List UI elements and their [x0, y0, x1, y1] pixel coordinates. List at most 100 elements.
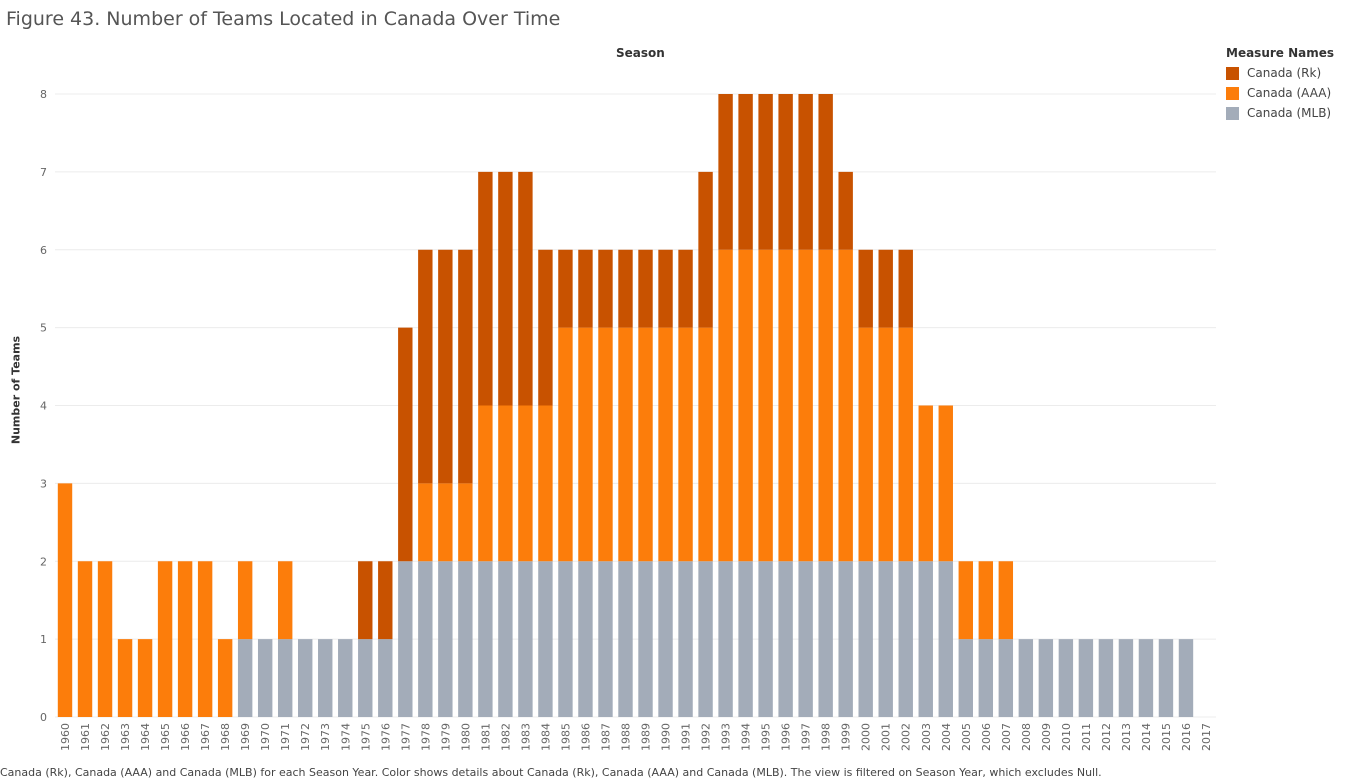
bar-canada-mlb-2008[interactable]: [1018, 639, 1034, 717]
bar-canada-mlb-1998[interactable]: [818, 561, 833, 717]
bar-canada-aaa-1995[interactable]: [758, 249, 773, 562]
bar-canada-mlb-1987[interactable]: [598, 561, 613, 717]
bar-canada-mlb-2007[interactable]: [998, 639, 1014, 717]
bar-canada-rk-1983[interactable]: [518, 171, 533, 406]
bar-canada-rk-1977[interactable]: [398, 327, 413, 562]
bar-canada-mlb-2012[interactable]: [1098, 639, 1114, 717]
bar-canada-aaa-1993[interactable]: [718, 249, 733, 562]
bar-canada-aaa-1983[interactable]: [518, 405, 533, 562]
bar-canada-aaa-1969[interactable]: [237, 561, 253, 640]
bar-canada-aaa-2005[interactable]: [958, 561, 973, 640]
bar-canada-mlb-2006[interactable]: [978, 639, 994, 717]
bar-canada-mlb-2005[interactable]: [958, 639, 973, 717]
bar-canada-mlb-2001[interactable]: [878, 561, 893, 717]
bar-canada-aaa-2006[interactable]: [978, 561, 994, 640]
bar-canada-aaa-1962[interactable]: [97, 561, 113, 717]
bar-canada-mlb-2003[interactable]: [918, 561, 933, 717]
bar-canada-rk-1987[interactable]: [598, 249, 613, 328]
bar-canada-mlb-1993[interactable]: [718, 561, 733, 717]
bar-canada-mlb-2016[interactable]: [1178, 639, 1194, 717]
bar-canada-mlb-1994[interactable]: [738, 561, 753, 717]
bar-canada-aaa-1981[interactable]: [478, 405, 493, 562]
bar-canada-aaa-1961[interactable]: [77, 561, 93, 717]
bar-canada-mlb-1990[interactable]: [658, 561, 673, 717]
bar-canada-aaa-1997[interactable]: [798, 249, 813, 562]
bar-canada-mlb-2000[interactable]: [858, 561, 873, 717]
bar-canada-rk-1986[interactable]: [578, 249, 593, 328]
bar-canada-aaa-1991[interactable]: [678, 327, 693, 562]
legend-item-aaa[interactable]: Canada (AAA): [1226, 83, 1334, 103]
bar-canada-aaa-1984[interactable]: [538, 405, 553, 562]
bar-canada-rk-1978[interactable]: [418, 249, 433, 484]
bar-canada-mlb-1972[interactable]: [298, 639, 313, 717]
bar-canada-aaa-1994[interactable]: [738, 249, 753, 562]
bar-canada-mlb-1995[interactable]: [758, 561, 773, 717]
bar-canada-aaa-1988[interactable]: [618, 327, 633, 562]
bar-canada-rk-1976[interactable]: [378, 561, 393, 640]
bar-canada-mlb-2004[interactable]: [938, 561, 953, 717]
bar-canada-aaa-1987[interactable]: [598, 327, 613, 562]
bar-canada-mlb-1997[interactable]: [798, 561, 813, 717]
bar-canada-rk-1989[interactable]: [638, 249, 653, 328]
bar-canada-aaa-1964[interactable]: [137, 639, 153, 717]
bar-canada-aaa-1971[interactable]: [277, 561, 293, 640]
bar-canada-mlb-2014[interactable]: [1138, 639, 1154, 717]
bar-canada-aaa-1960[interactable]: [57, 483, 73, 717]
bar-canada-aaa-1992[interactable]: [698, 327, 713, 562]
bar-canada-aaa-2007[interactable]: [998, 561, 1014, 640]
bar-canada-aaa-1978[interactable]: [418, 483, 433, 562]
bar-canada-aaa-2003[interactable]: [918, 405, 933, 562]
bar-canada-aaa-2001[interactable]: [878, 327, 893, 562]
bar-canada-mlb-1979[interactable]: [438, 561, 453, 717]
bar-canada-aaa-1999[interactable]: [838, 249, 853, 562]
bar-canada-rk-1988[interactable]: [618, 249, 633, 328]
bar-canada-mlb-1988[interactable]: [618, 561, 633, 717]
legend-item-rk[interactable]: Canada (Rk): [1226, 63, 1334, 83]
bar-canada-rk-1991[interactable]: [678, 249, 693, 328]
bar-canada-aaa-1966[interactable]: [177, 561, 193, 717]
bar-canada-mlb-1974[interactable]: [338, 639, 353, 717]
legend-item-mlb[interactable]: Canada (MLB): [1226, 103, 1334, 123]
bar-canada-mlb-1981[interactable]: [478, 561, 493, 717]
bar-canada-mlb-1986[interactable]: [578, 561, 593, 717]
bar-canada-aaa-1982[interactable]: [498, 405, 513, 562]
bar-canada-mlb-1977[interactable]: [398, 561, 413, 717]
bar-canada-mlb-1973[interactable]: [318, 639, 333, 717]
bar-canada-aaa-1963[interactable]: [117, 639, 133, 717]
bar-canada-rk-1975[interactable]: [358, 561, 373, 640]
bar-canada-aaa-2002[interactable]: [898, 327, 913, 562]
bar-canada-rk-1993[interactable]: [718, 94, 733, 250]
bar-canada-mlb-2013[interactable]: [1118, 639, 1134, 717]
bar-canada-rk-1990[interactable]: [658, 249, 673, 328]
bar-canada-mlb-1982[interactable]: [498, 561, 513, 717]
bar-canada-mlb-2011[interactable]: [1078, 639, 1094, 717]
bar-canada-rk-1994[interactable]: [738, 94, 753, 250]
bar-canada-rk-1996[interactable]: [778, 94, 793, 250]
bar-canada-aaa-1967[interactable]: [197, 561, 213, 717]
bar-canada-mlb-1999[interactable]: [838, 561, 853, 717]
bar-canada-mlb-1996[interactable]: [778, 561, 793, 717]
bar-canada-aaa-2000[interactable]: [858, 327, 873, 562]
bar-canada-rk-2001[interactable]: [878, 249, 893, 328]
bar-canada-mlb-1975[interactable]: [358, 639, 373, 717]
bar-canada-rk-1984[interactable]: [538, 249, 553, 406]
bar-canada-mlb-1971[interactable]: [277, 639, 293, 717]
bar-canada-rk-1995[interactable]: [758, 94, 773, 250]
bar-canada-mlb-1985[interactable]: [558, 561, 573, 717]
bar-canada-aaa-1985[interactable]: [558, 327, 573, 562]
bar-canada-mlb-2015[interactable]: [1158, 639, 1174, 717]
bar-canada-mlb-1976[interactable]: [378, 639, 393, 717]
bar-canada-rk-1982[interactable]: [498, 171, 513, 406]
bar-canada-mlb-1980[interactable]: [458, 561, 473, 717]
bar-canada-aaa-1965[interactable]: [157, 561, 173, 717]
bar-canada-mlb-1992[interactable]: [698, 561, 713, 717]
bar-canada-mlb-1991[interactable]: [678, 561, 693, 717]
bar-canada-mlb-1969[interactable]: [237, 639, 253, 717]
bar-canada-aaa-1996[interactable]: [778, 249, 793, 562]
bar-canada-mlb-2009[interactable]: [1038, 639, 1054, 717]
bar-canada-rk-1979[interactable]: [438, 249, 453, 484]
bar-canada-aaa-1979[interactable]: [438, 483, 453, 562]
bar-canada-aaa-1989[interactable]: [638, 327, 653, 562]
bar-canada-mlb-1970[interactable]: [257, 639, 273, 717]
bar-canada-aaa-2004[interactable]: [938, 405, 953, 562]
